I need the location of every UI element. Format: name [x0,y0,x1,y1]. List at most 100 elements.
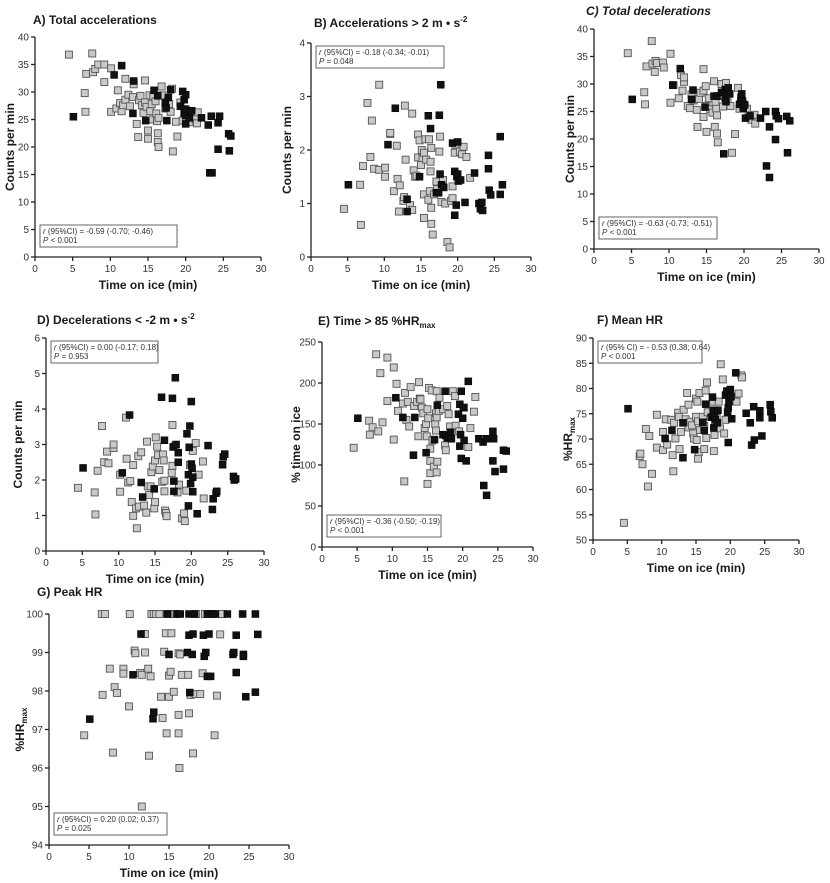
data-point [720,429,729,438]
data-point [423,405,432,414]
data-point [167,629,176,638]
data-point [435,393,444,402]
data-point [464,443,473,451]
data-point [394,406,402,415]
data-point [88,49,97,58]
data-point [756,414,764,422]
data-point [701,103,709,111]
x-tick-label: 15 [163,852,175,863]
data-point [648,469,657,478]
series-black [628,64,794,182]
x-tick-label: 0 [590,547,596,558]
y-axis-label: %HRmax [561,416,577,461]
data-point [713,129,721,138]
data-point [679,419,687,427]
panel-title: B) Accelerations > 2 m • s-2 [314,15,468,30]
x-tick-label: 30 [527,554,539,565]
stat-box-frame [50,340,159,364]
data-point [149,714,157,723]
data-point [90,488,99,497]
data-point [208,505,217,514]
data-point [415,173,424,181]
data-point [701,82,710,91]
data-point [176,650,185,659]
data-point [386,128,395,137]
data-point [502,447,511,455]
data-point [699,65,708,74]
data-point [174,729,183,738]
data-point [713,111,721,120]
data-point [436,132,445,141]
data-point [638,460,647,469]
data-point [191,439,200,448]
data-point [225,147,234,155]
y-tick-label: 35 [18,60,30,71]
data-point [749,402,758,411]
data-point [150,485,159,493]
data-point [80,731,89,740]
data-point [375,80,384,89]
data-point [709,447,718,456]
y-tick-label: 15 [577,162,589,173]
data-point [185,709,193,718]
data-point [80,89,89,98]
x-axis-label: Time on ice (min) [378,568,476,582]
x-tick-label: 20 [738,256,750,267]
data-point [433,457,442,466]
data-point [668,426,676,435]
stat-box: r (95%CI) = -0.59 (-0.70; -0.46)P < 0.00… [39,224,178,248]
data-point [340,204,348,213]
data-point [181,91,190,99]
data-point [405,422,414,431]
series-black [354,377,511,500]
y-tick-label: 2 [299,146,305,157]
data-point [671,434,680,443]
data-point [439,183,448,192]
data-point [251,610,260,618]
panel-title: F) Mean HR [597,313,663,327]
p-value-text: P = 0.953 [54,352,89,361]
data-point [441,387,449,395]
data-point [378,418,387,427]
data-point [466,173,475,182]
data-point [496,190,504,199]
data-point [496,132,504,141]
x-tick-label: 20 [457,554,469,565]
data-point [727,392,735,401]
x-axis-label: Time on ice (min) [99,278,197,292]
data-point [169,687,178,696]
x-tick-label: 0 [319,554,325,565]
data-point [125,411,134,419]
x-axis-label: Time on ice (min) [647,561,745,575]
data-point [732,369,740,377]
data-point [411,413,419,422]
x-axis-label: Time on ice (min) [657,270,755,284]
x-tick-label: 5 [629,256,635,267]
p-value-text: P < 0.001 [43,236,78,245]
data-point [466,424,475,433]
data-point [193,119,201,128]
data-point [623,49,632,58]
y-tick-label: 100 [26,610,43,621]
data-point [174,710,183,719]
data-point [163,116,171,125]
data-point [713,92,721,100]
data-point [160,476,169,485]
data-point [462,153,471,161]
data-point [393,174,402,183]
data-point [213,487,221,496]
data-point [154,113,163,122]
data-point [180,509,189,518]
data-point [686,104,694,113]
y-tick-label: 15 [18,170,30,181]
data-point [456,176,465,184]
data-point [659,446,667,455]
data-point [392,379,401,388]
data-point [154,92,162,100]
data-point [162,104,170,112]
data-point [145,751,153,760]
data-point [213,691,221,700]
x-tick-label: 25 [776,256,788,267]
data-point [720,150,728,158]
data-point [726,385,735,394]
